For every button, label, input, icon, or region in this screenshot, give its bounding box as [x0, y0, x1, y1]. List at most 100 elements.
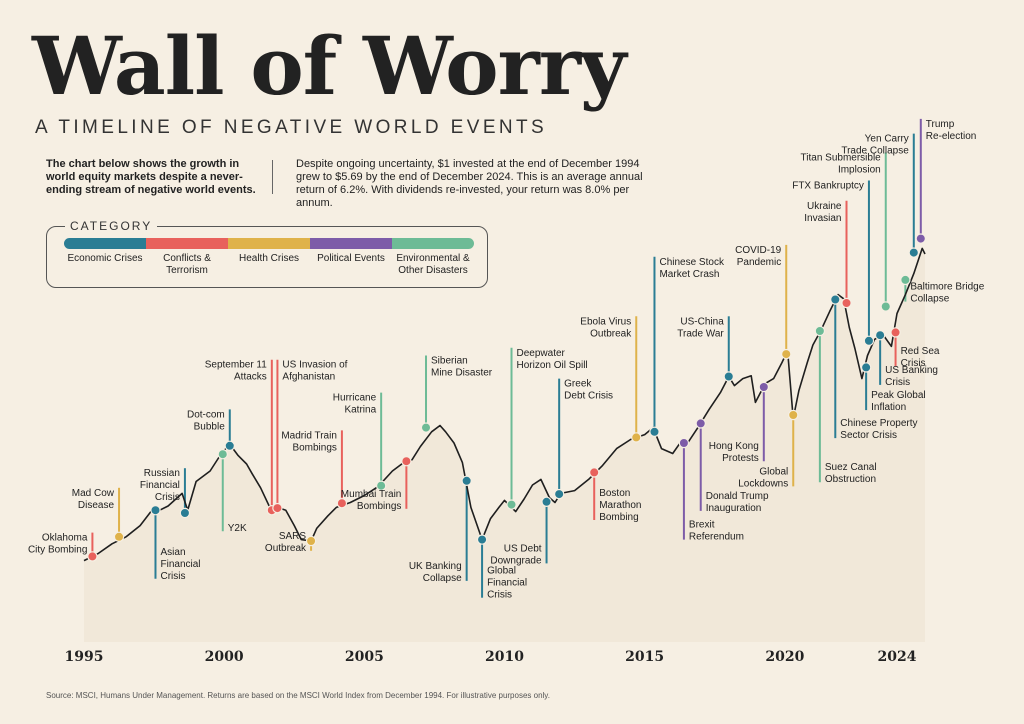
event-marker-global-lockdowns: [788, 409, 799, 421]
legend-swatch-environmental: [392, 238, 474, 249]
event-label: COVID-19 Pandemic: [735, 245, 782, 268]
legend-swatch-health: [228, 238, 310, 249]
event-label-line: Peak Global: [871, 390, 925, 401]
legend-swatch-economic: [64, 238, 146, 249]
event-label: September 11 Attacks: [205, 360, 268, 383]
event-label-line: Crisis: [160, 571, 185, 582]
event-marker-ukraine-invasion: [841, 297, 852, 309]
event-label-line: Global: [487, 566, 516, 577]
event-marker-ebola-virus-outbreak: [631, 432, 642, 443]
event-marker-trump-re-election: [915, 233, 926, 244]
x-tick-label: 2000: [205, 649, 244, 665]
event-label-line: US Banking: [885, 365, 938, 376]
event-label-line: Mad Cow: [72, 488, 115, 499]
event-label-line: Protests: [722, 453, 759, 464]
event-label-line: Baltimore Bridge: [910, 282, 984, 293]
event-label-line: Crisis: [487, 590, 512, 601]
event-label-line: Yen Carry: [865, 134, 909, 145]
event-marker-oklahoma-city-bombing: [87, 551, 98, 562]
event-label-line: Outbreak: [590, 328, 632, 339]
event-label: Hurricane Katrina: [333, 393, 377, 416]
event-label-line: Collapse: [423, 573, 462, 584]
event-label-line: Marathon: [599, 500, 641, 511]
event-label-line: Inauguration: [706, 503, 762, 514]
event-label: Yen Carry Trade Collapse: [841, 134, 909, 157]
event-label-line: Chinese Stock: [659, 257, 724, 268]
event-label-line: Chinese Property: [840, 418, 917, 429]
event-marker-asian-financial-crisis: [150, 505, 161, 516]
event-marker-hong-kong-protests: [758, 381, 770, 393]
event-label-line: Financial: [487, 578, 527, 589]
event-label: Oklahoma City Bombing: [28, 533, 88, 556]
event-label-line: US Invasion of: [282, 360, 347, 371]
event-label: Global Financial Crisis: [487, 566, 527, 601]
event-marker-baltimore-bridge-collapse: [900, 274, 911, 286]
x-tick-label: 2024: [877, 649, 916, 665]
event-label-line: Greek: [564, 379, 592, 390]
legend-swatch-conflict: [146, 238, 228, 249]
event-marker-global-financial-crisis: [476, 534, 488, 545]
event-label-line: Attacks: [234, 372, 267, 383]
event-label-line: Bubble: [194, 421, 226, 432]
event-marker-covid-19-pandemic: [781, 348, 792, 360]
event-label-line: Invasian: [804, 213, 841, 224]
event-marker-brexit-referendum: [678, 437, 690, 449]
event-label: FTX Bankruptcy: [792, 181, 864, 192]
legend-label-political: Political Events: [317, 253, 385, 264]
event-label-line: Ukraine: [807, 201, 842, 212]
event-label-line: Oklahoma: [42, 533, 88, 544]
event-label: Global Lockdowns: [738, 466, 788, 489]
event-label-line: Bombing: [599, 512, 638, 523]
event-label: Donald Trump Inauguration: [706, 491, 769, 514]
event-marker-chinese-stock-market-crash: [649, 426, 660, 437]
legend-label-health: Health Crises: [238, 253, 300, 264]
event-label-line: Russian: [144, 468, 180, 479]
event-label: Baltimore Bridge Collapse: [910, 282, 984, 305]
event-marker-russian-financial-crisis: [179, 507, 191, 519]
event-label-line: Mine Disaster: [431, 368, 493, 379]
event-label-line: US-China: [680, 316, 724, 327]
legend-label-conflict: Conflicts & Terrorism: [163, 253, 211, 276]
event-label: Red Sea Crisis: [901, 346, 940, 369]
event-label-line: FTX Bankruptcy: [792, 181, 864, 192]
event-label-line: Mumbai Train: [341, 489, 402, 500]
event-label: Mumbai Train Bombings: [341, 489, 402, 512]
x-tick-label: 2005: [345, 649, 384, 665]
x-tick-label: 2010: [485, 649, 524, 665]
event-label: Ebola Virus Outbreak: [580, 316, 632, 339]
event-label-line: Trump: [926, 119, 955, 130]
event-label-line: Downgrade: [490, 555, 542, 566]
event-label-line: Trade Collapse: [841, 146, 909, 157]
event-label: Trump Re-election: [926, 119, 977, 142]
index-line: [83, 247, 926, 562]
event-label-line: Titan Submersible: [801, 153, 882, 164]
event-marker-suez-canal-obstruction: [814, 325, 826, 337]
event-label-line: Bombings: [357, 501, 401, 512]
event-label-line: Financial: [140, 480, 180, 491]
event-label-line: Afghanistan: [282, 372, 335, 383]
event-label: Greek Debt Crisis: [564, 379, 613, 402]
event-marker-donald-trump-inauguration: [695, 418, 706, 429]
event-label-line: Ebola Virus: [580, 316, 631, 327]
event-label: Y2K: [228, 523, 247, 534]
event-label-line: Collapse: [910, 294, 949, 305]
event-label: US Debt Downgrade: [490, 543, 542, 566]
category-legend: CATEGORY Economic Crises Conflicts & Ter…: [46, 218, 488, 288]
event-marker-greek-debt-crisis: [553, 488, 565, 500]
event-marker-boston-marathon-bombing: [589, 467, 600, 478]
event-marker-ftx-bankruptcy: [863, 335, 875, 346]
event-label: Mad Cow Disease: [72, 488, 115, 511]
event-label-line: Financial: [160, 559, 200, 570]
page-subtitle: A TIMELINE OF NEGATIVE WORLD EVENTS: [35, 117, 548, 138]
event-label-line: Trade War: [677, 328, 724, 339]
event-label-line: SARS: [279, 531, 307, 542]
event-marker-mad-cow-disease: [113, 531, 125, 543]
event-label-line: COVID-19: [735, 245, 782, 256]
event-label-line: Madrid Train: [281, 430, 337, 441]
event-label: US-China Trade War: [677, 316, 724, 339]
event-marker-mumbai-train-bombings: [401, 456, 412, 467]
event-label-line: UK Banking: [409, 561, 462, 572]
event-marker-us-debt-downgrade: [541, 496, 552, 507]
page-title: Wall of Worry: [32, 19, 626, 113]
intro-divider: [272, 160, 273, 194]
